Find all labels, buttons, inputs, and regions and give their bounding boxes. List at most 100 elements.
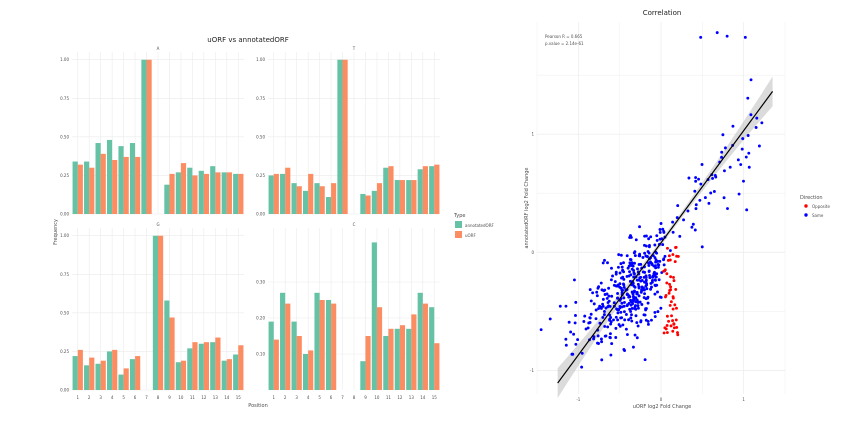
x-tick-label: 7 [145,395,148,400]
point-opposite [664,295,667,299]
point-same [614,326,618,330]
bar-g-uorf-pos11 [192,342,198,390]
x-tick-label: 1 [76,395,79,400]
point-same [653,315,657,318]
y-tick-label: 0.50 [60,310,69,315]
point-same [619,310,623,314]
left-legend: Type annotatedORF uORF [453,213,494,238]
point-same [620,301,624,305]
bar-t-uorf-pos4 [308,173,314,214]
bar-g-annotatedorf-pos1 [72,356,78,390]
point-opposite [666,246,669,250]
bar-g-uorf-pos12 [203,342,210,390]
point-opposite [665,324,669,327]
bar-t-annotatedorf-pos7 [337,59,343,214]
facet-strip-label: G [156,222,159,227]
point-same [639,319,643,323]
point-same [648,273,651,277]
point-same [631,345,635,349]
point-same [645,283,649,287]
point-same [605,296,609,300]
point-same [596,334,600,338]
point-same [618,306,622,310]
point-same [630,264,634,267]
point-same [654,258,658,262]
bar-g-annotatedorf-pos15 [233,354,239,390]
bar-t-uorf-pos10 [376,183,383,214]
bar-c-uorf-pos14 [422,303,428,390]
point-same [622,348,626,351]
point-opposite [669,285,673,289]
point-same [636,282,640,286]
bar-a-uorf-pos4 [112,160,118,214]
point-opposite [669,275,673,279]
point-same [649,260,652,264]
scatter-y-tick-label: 0 [531,250,534,255]
point-same [597,307,600,310]
x-tick-label: 7 [341,395,344,400]
point-same [707,201,711,205]
scatter-tick-labels: -1 0 1 -1 0 1 [530,132,745,402]
point-same [612,318,615,322]
bar-g-uorf-pos14 [226,359,232,390]
point-same [610,342,614,346]
point-same [599,306,603,310]
point-same [747,151,751,155]
scatter-x-tick-label: -1 [576,397,580,402]
point-same [630,313,633,317]
bar-t-uorf-pos2 [285,167,291,214]
bar-a-uorf-pos2 [89,167,95,214]
point-same [632,269,636,272]
point-same [643,251,647,255]
point-same [694,179,698,183]
bar-t-uorf-pos11 [388,166,394,214]
point-same [712,190,716,193]
point-same [646,322,650,326]
point-same [658,237,662,241]
bar-g-uorf-pos13 [215,337,221,390]
y-tick-label: 0.75 [60,96,69,101]
point-same [742,179,745,183]
point-same [650,285,653,289]
point-same [743,35,747,39]
point-same [634,238,638,242]
point-same [574,300,578,304]
point-same [613,280,617,283]
bar-a-uorf-pos15 [238,173,244,214]
point-same [608,332,612,336]
bar-g-annotatedorf-pos10 [175,362,181,390]
point-same [647,264,651,267]
point-same [564,343,568,347]
bar-c-annotatedorf-pos1 [268,321,274,390]
point-opposite [669,300,673,304]
point-same [650,318,653,322]
point-same [635,278,639,282]
point-same [740,147,744,151]
point-same [611,274,614,278]
bar-a-uorf-pos14 [226,172,232,214]
bar-c-uorf-pos2 [285,303,291,390]
point-same [646,301,650,305]
point-same [649,287,653,291]
bar-t-annotatedorf-pos11 [383,167,389,214]
point-same [731,124,735,128]
point-opposite [667,254,671,258]
point-same [630,290,634,294]
point-same [612,301,616,305]
point-same [655,238,659,242]
point-opposite [676,333,680,337]
point-same [610,294,614,298]
point-same [697,177,701,181]
bar-a-annotatedorf-pos15 [233,173,239,214]
point-same [629,310,633,313]
point-same [757,144,761,148]
point-same [645,287,649,291]
point-same [619,262,623,266]
point-same [658,259,662,263]
point-same [601,297,605,301]
point-same [616,292,620,295]
point-same [659,306,663,310]
point-same [584,327,588,331]
bar-g-uorf-pos4 [112,349,118,390]
